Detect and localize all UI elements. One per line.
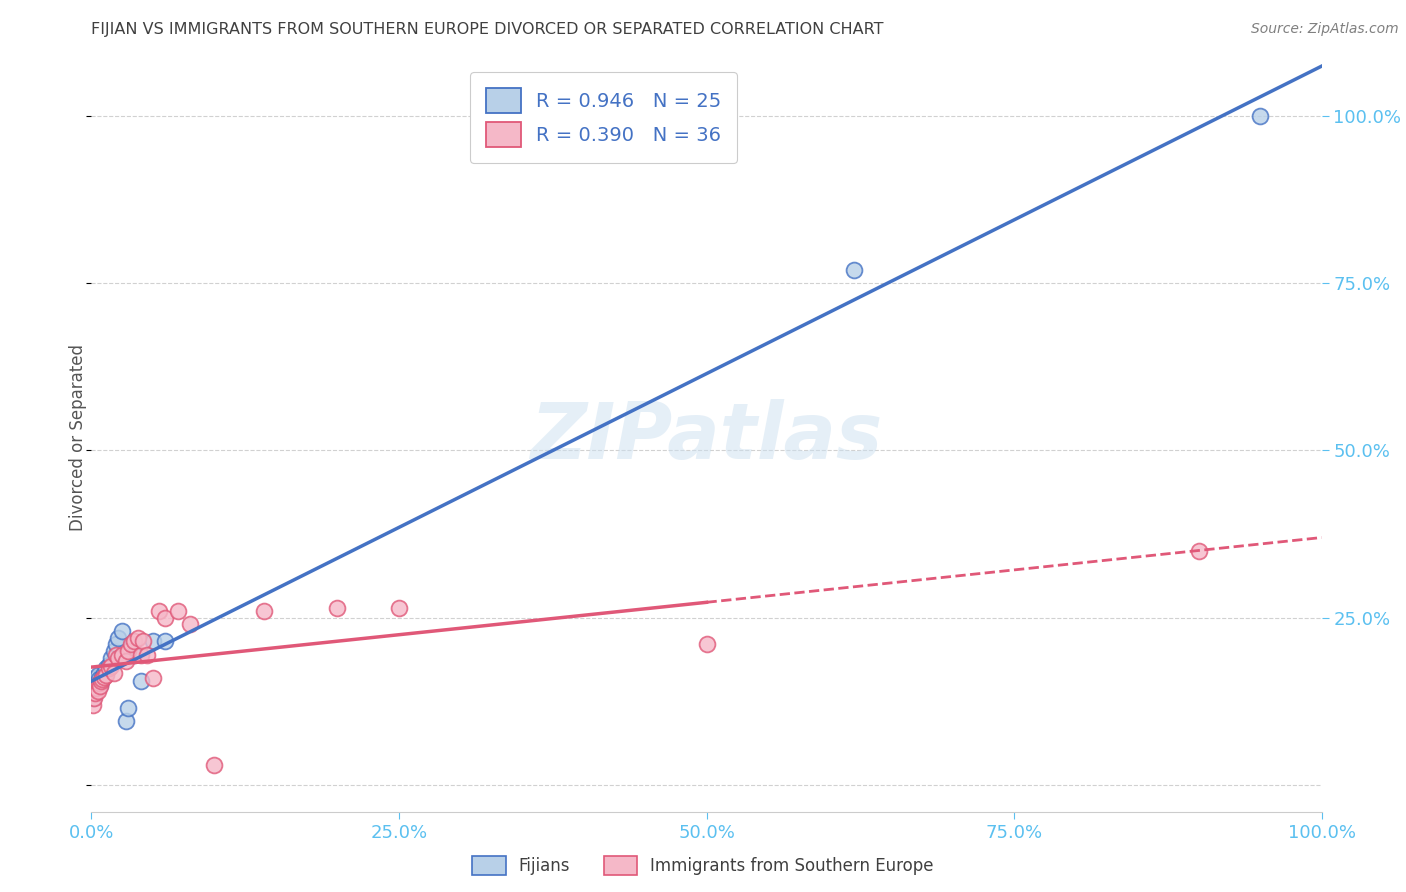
Point [89, 679, 111, 693]
Point [127, 631, 149, 645]
Point [82, 698, 104, 712]
Point [105, 637, 127, 651]
Text: ZIPatlas: ZIPatlas [530, 399, 883, 475]
Point [107, 651, 129, 665]
Point [148, 604, 170, 618]
Point [91, 673, 114, 687]
Point [103, 644, 125, 658]
Point [96, 667, 117, 681]
Legend: Fijians, Immigrants from Southern Europe: Fijians, Immigrants from Southern Europe [464, 847, 942, 884]
Point [111, 648, 134, 662]
Text: FIJIAN VS IMMIGRANTS FROM SOUTHERN EUROPE DIVORCED OR SEPARATED CORRELATION CHAR: FIJIAN VS IMMIGRANTS FROM SOUTHERN EUROP… [91, 22, 884, 37]
Point [326, 600, 349, 615]
Point [86, 671, 108, 685]
Point [142, 671, 165, 685]
Point [86, 667, 108, 681]
Point [90, 674, 112, 689]
Point [842, 263, 865, 277]
Point [124, 634, 146, 648]
Y-axis label: Divorced or Separated: Divorced or Separated [69, 343, 87, 531]
Point [84, 674, 107, 689]
Point [129, 648, 152, 662]
Point [86, 684, 108, 698]
Point [142, 634, 165, 648]
Point [93, 665, 115, 680]
Point [120, 637, 142, 651]
Point [89, 678, 111, 692]
Point [1187, 544, 1209, 558]
Point [202, 758, 225, 772]
Point [695, 637, 717, 651]
Text: Source: ZipAtlas.com: Source: ZipAtlas.com [1251, 22, 1399, 37]
Point [253, 604, 276, 618]
Point [107, 631, 129, 645]
Point [153, 634, 177, 648]
Point [86, 681, 108, 695]
Point [97, 657, 120, 672]
Point [129, 674, 152, 689]
Point [90, 674, 112, 689]
Point [111, 624, 134, 639]
Point [132, 634, 155, 648]
Point [87, 673, 110, 687]
Point [124, 648, 146, 662]
Point [153, 611, 177, 625]
Point [135, 648, 157, 662]
Point [114, 714, 138, 729]
Point [117, 701, 139, 715]
Point [84, 686, 107, 700]
Point [179, 617, 201, 632]
Point [388, 600, 411, 615]
Point [114, 654, 138, 668]
Point [82, 690, 104, 705]
Point [103, 665, 125, 680]
Point [166, 604, 188, 618]
Point [100, 651, 122, 665]
Point [93, 669, 115, 684]
Point [87, 676, 110, 690]
Point [100, 658, 122, 673]
Point [96, 661, 117, 675]
Legend: R = 0.946   N = 25, R = 0.390   N = 36: R = 0.946 N = 25, R = 0.390 N = 36 [470, 72, 737, 163]
Point [117, 644, 139, 658]
Point [83, 690, 105, 705]
Point [97, 661, 120, 675]
Point [1249, 109, 1271, 123]
Point [105, 648, 127, 662]
Point [91, 669, 114, 684]
Point [83, 681, 105, 695]
